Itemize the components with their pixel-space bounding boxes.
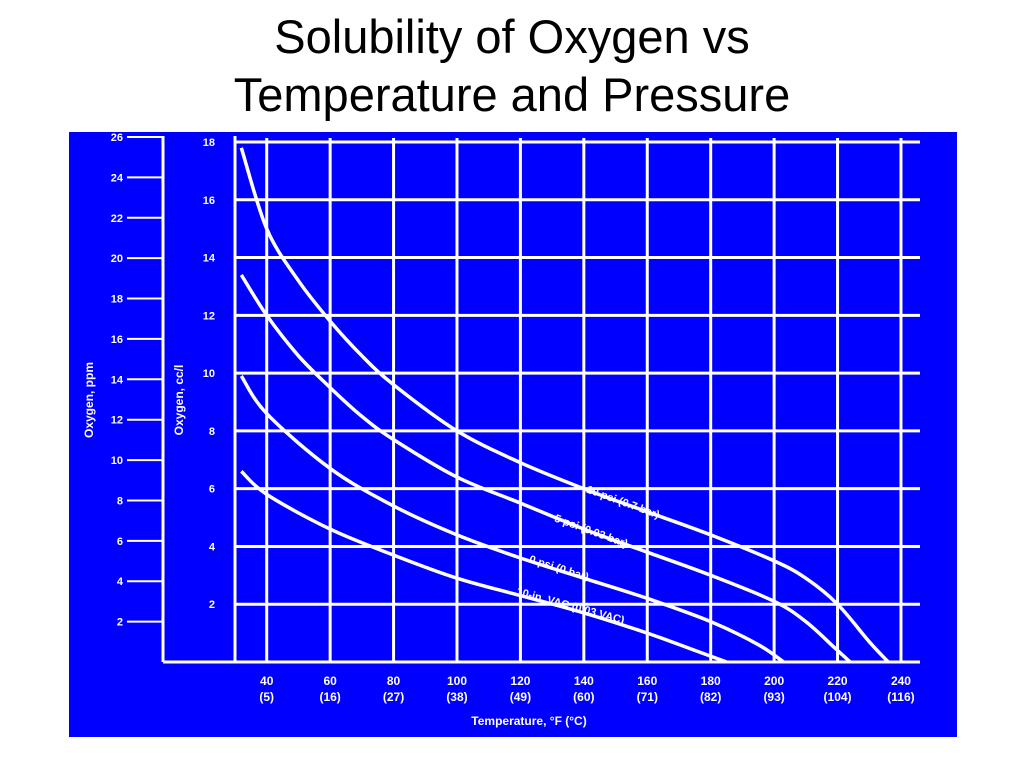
x-tick-label-120: 120 [510,674,530,688]
chart-panel: 2 4 6 8 10 12 14 16 18 20 22 24 26 2 4 6 8 10 12 14 16 18 40 (5… [69,132,957,737]
y-axis-ppm-title: Oxygen, ppm [82,362,96,438]
x-tick-label-40: 40 [260,674,274,688]
x-tick-sublabel-40: (5) [259,690,274,704]
x-tick-label-100: 100 [447,674,467,688]
series-10-in-vac-line [240,470,728,664]
cc-tick-label-4: 4 [209,541,216,553]
series-0-psi-label: 0 psi (0 bar) [528,554,591,584]
ppm-tick-label-26: 26 [111,132,123,144]
series-10-psi-line [239,147,890,664]
slide-title: Solubility of Oxygen vs Temperature and … [0,8,1024,124]
tick-labels: 24681012141618202224262468101214161840(5… [82,132,915,728]
x-tick-label-240: 240 [891,674,911,688]
x-tick-sublabel-60: (16) [319,690,340,704]
ppm-tick-label-16: 16 [111,334,123,346]
cc-tick-label-6: 6 [209,484,215,496]
ppm-tick-label-8: 8 [117,495,123,507]
cc-tick-label-18: 18 [203,137,215,149]
ppm-tick-label-18: 18 [111,294,123,306]
x-tick-sublabel-220: (104) [824,690,852,704]
x-axis-title: Temperature, °F (°C) [471,714,586,728]
x-tick-label-60: 60 [323,674,337,688]
series-10-in-vac-label: 10-in. VAC (0.03 VAC) [515,586,626,627]
ppm-tick-label-2: 2 [117,617,123,629]
x-tick-sublabel-200: (93) [763,690,784,704]
cc-tick-label-12: 12 [203,310,215,322]
ppm-tick-label-20: 20 [111,253,123,265]
x-tick-sublabel-160: (71) [637,690,658,704]
slide-title-line-1: Solubility of Oxygen vs [274,10,750,63]
axes [127,136,920,664]
y-axis-cc-title: Oxygen, cc/l [172,365,186,436]
x-tick-sublabel-80: (27) [383,690,404,704]
x-tick-sublabel-100: (38) [446,690,467,704]
x-tick-label-80: 80 [387,674,401,688]
series-5-psi-label: 5 psi (0.03 bar) [553,513,630,551]
cc-tick-label-2: 2 [209,599,215,611]
ppm-tick-label-6: 6 [117,536,123,548]
x-tick-label-140: 140 [574,674,594,688]
x-tick-sublabel-120: (49) [510,690,531,704]
slide-title-line-2: Temperature and Pressure [233,68,791,121]
ppm-tick-label-12: 12 [111,415,123,427]
ppm-tick-label-10: 10 [111,455,123,467]
cc-tick-label-14: 14 [203,253,216,265]
series-lines [239,147,890,664]
x-tick-sublabel-240: (116) [887,690,914,704]
ppm-tick-label-4: 4 [117,576,124,588]
cc-tick-label-8: 8 [209,426,215,438]
series-0-psi-line [239,375,785,664]
cc-tick-label-16: 16 [203,195,215,207]
ppm-tick-label-14: 14 [111,374,124,386]
x-tick-label-220: 220 [828,674,848,688]
oxygen-solubility-chart: 24681012141618202224262468101214161840(5… [82,132,920,728]
series-5-psi-line [239,273,852,664]
x-tick-label-180: 180 [701,674,721,688]
x-tick-sublabel-140: (60) [573,690,594,704]
ppm-tick-label-24: 24 [111,172,124,184]
ppm-tick-label-22: 22 [111,213,123,225]
x-tick-label-160: 160 [637,674,657,688]
grid [235,138,920,662]
x-tick-sublabel-180: (82) [700,690,721,704]
cc-tick-label-10: 10 [203,368,215,380]
x-tick-label-200: 200 [764,674,784,688]
